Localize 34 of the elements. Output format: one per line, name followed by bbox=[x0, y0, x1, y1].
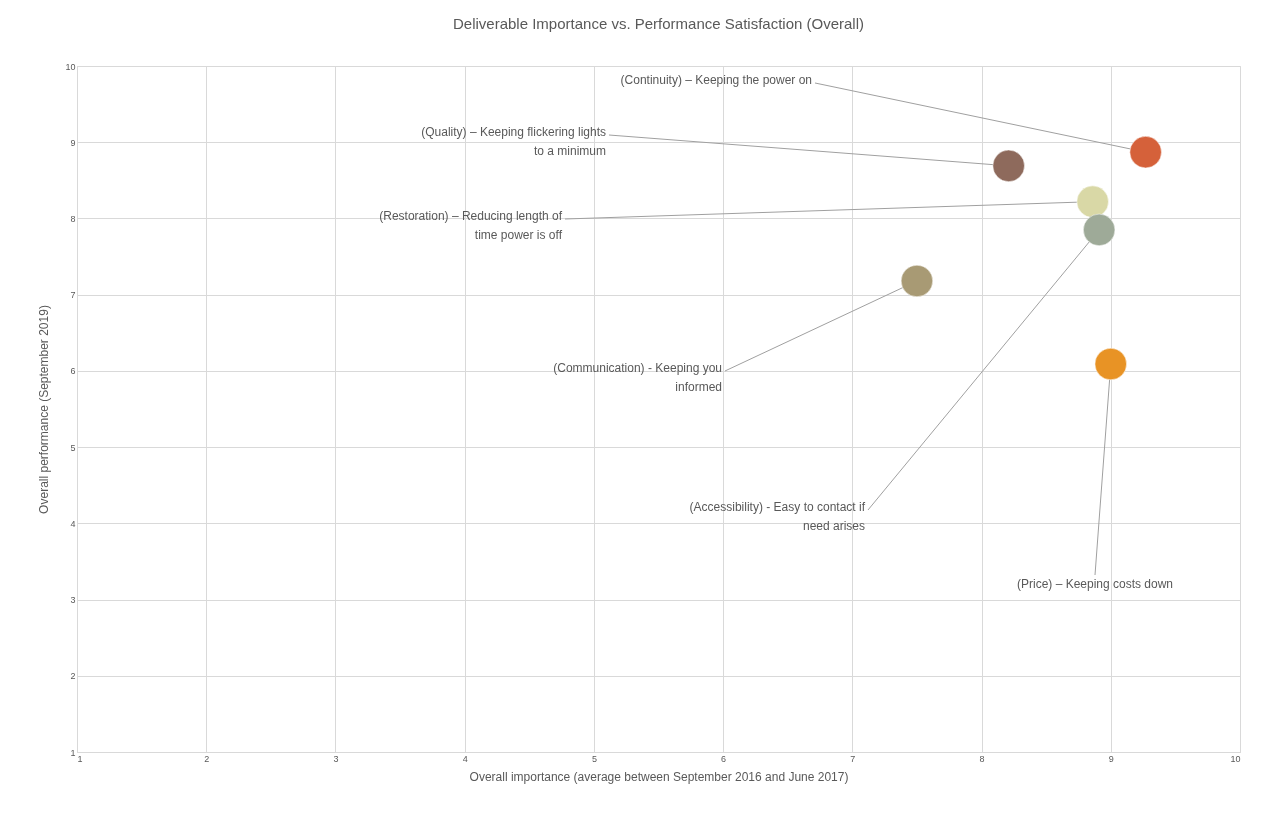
annotation: (Continuity) – Keeping the power on bbox=[620, 73, 812, 87]
x-tick-label: 2 bbox=[204, 753, 210, 764]
y-tick-label: 7 bbox=[70, 290, 76, 301]
annotation: (Communication) - Keeping you informed bbox=[553, 361, 722, 394]
annotation: (Restoration) – Reducing length of time power is off bbox=[379, 209, 563, 242]
x-tick-label: 10 bbox=[1230, 753, 1241, 764]
y-tick-label: 4 bbox=[70, 518, 76, 529]
chart-title: Deliverable Importance vs. Performance Satisfaction (Overall) bbox=[453, 15, 864, 32]
y-tick-label: 5 bbox=[70, 442, 76, 453]
point bbox=[1083, 213, 1116, 246]
x-tick-label: 9 bbox=[1108, 753, 1114, 764]
y-tick-label: 9 bbox=[70, 137, 76, 148]
x-tick-label: 5 bbox=[591, 753, 597, 764]
x-tick-label: 6 bbox=[721, 753, 727, 764]
point bbox=[1076, 185, 1109, 218]
annotation: (Quality) – Keeping flickering lights to a minimum bbox=[421, 125, 606, 158]
y-tick-label: 10 bbox=[65, 61, 76, 72]
y-tick-label: 2 bbox=[70, 671, 76, 682]
point bbox=[1094, 348, 1127, 381]
y-axis-title: Overall performance (September 2019) bbox=[37, 305, 52, 514]
y-tick-label: 8 bbox=[70, 213, 76, 224]
y-tick-label: 3 bbox=[70, 595, 76, 606]
x-tick-label: 4 bbox=[462, 753, 468, 764]
annotation: (Accessibility) - Easy to contact if need arises bbox=[689, 500, 866, 533]
x-axis-title: Overall importance (average between September 2016 and June 2017) bbox=[469, 769, 849, 784]
x-tick-label: 1 bbox=[77, 753, 83, 764]
x-tick-label: 8 bbox=[979, 753, 985, 764]
y-tick-label: 6 bbox=[70, 366, 76, 377]
point bbox=[900, 264, 934, 297]
x-tick-label: 3 bbox=[333, 753, 339, 764]
annotation: (Price) – Keeping costs down bbox=[1016, 577, 1174, 591]
point bbox=[1129, 136, 1162, 169]
point bbox=[992, 149, 1025, 182]
x-tick-label: 7 bbox=[850, 753, 856, 764]
